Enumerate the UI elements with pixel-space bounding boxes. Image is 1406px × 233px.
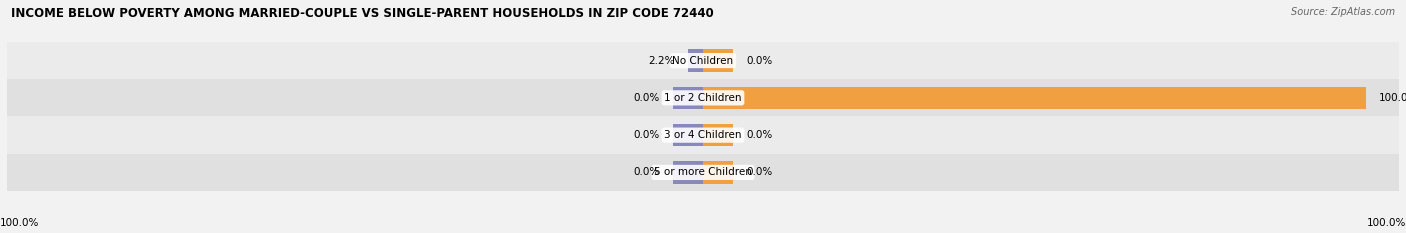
Text: 0.0%: 0.0% xyxy=(634,130,659,140)
Bar xyxy=(7,154,1399,191)
Text: 0.0%: 0.0% xyxy=(634,93,659,103)
Text: 2.2%: 2.2% xyxy=(648,56,675,65)
Bar xyxy=(7,116,1399,154)
Bar xyxy=(689,49,703,72)
Text: 100.0%: 100.0% xyxy=(1367,218,1406,228)
Text: 0.0%: 0.0% xyxy=(634,168,659,177)
Bar xyxy=(703,124,733,146)
Bar xyxy=(7,79,1399,116)
Text: 3 or 4 Children: 3 or 4 Children xyxy=(664,130,742,140)
Bar xyxy=(673,161,703,184)
Text: 1 or 2 Children: 1 or 2 Children xyxy=(664,93,742,103)
Text: Source: ZipAtlas.com: Source: ZipAtlas.com xyxy=(1291,7,1395,17)
Text: No Children: No Children xyxy=(672,56,734,65)
Bar xyxy=(7,42,1399,79)
Bar xyxy=(673,124,703,146)
Bar xyxy=(703,49,733,72)
Text: INCOME BELOW POVERTY AMONG MARRIED-COUPLE VS SINGLE-PARENT HOUSEHOLDS IN ZIP COD: INCOME BELOW POVERTY AMONG MARRIED-COUPL… xyxy=(11,7,714,20)
Text: 0.0%: 0.0% xyxy=(747,56,772,65)
Text: 0.0%: 0.0% xyxy=(747,130,772,140)
Text: 5 or more Children: 5 or more Children xyxy=(654,168,752,177)
Text: 100.0%: 100.0% xyxy=(0,218,39,228)
Text: 0.0%: 0.0% xyxy=(747,168,772,177)
Text: 100.0%: 100.0% xyxy=(1379,93,1406,103)
Bar xyxy=(703,161,733,184)
Bar xyxy=(673,87,703,109)
Bar xyxy=(703,87,1365,109)
